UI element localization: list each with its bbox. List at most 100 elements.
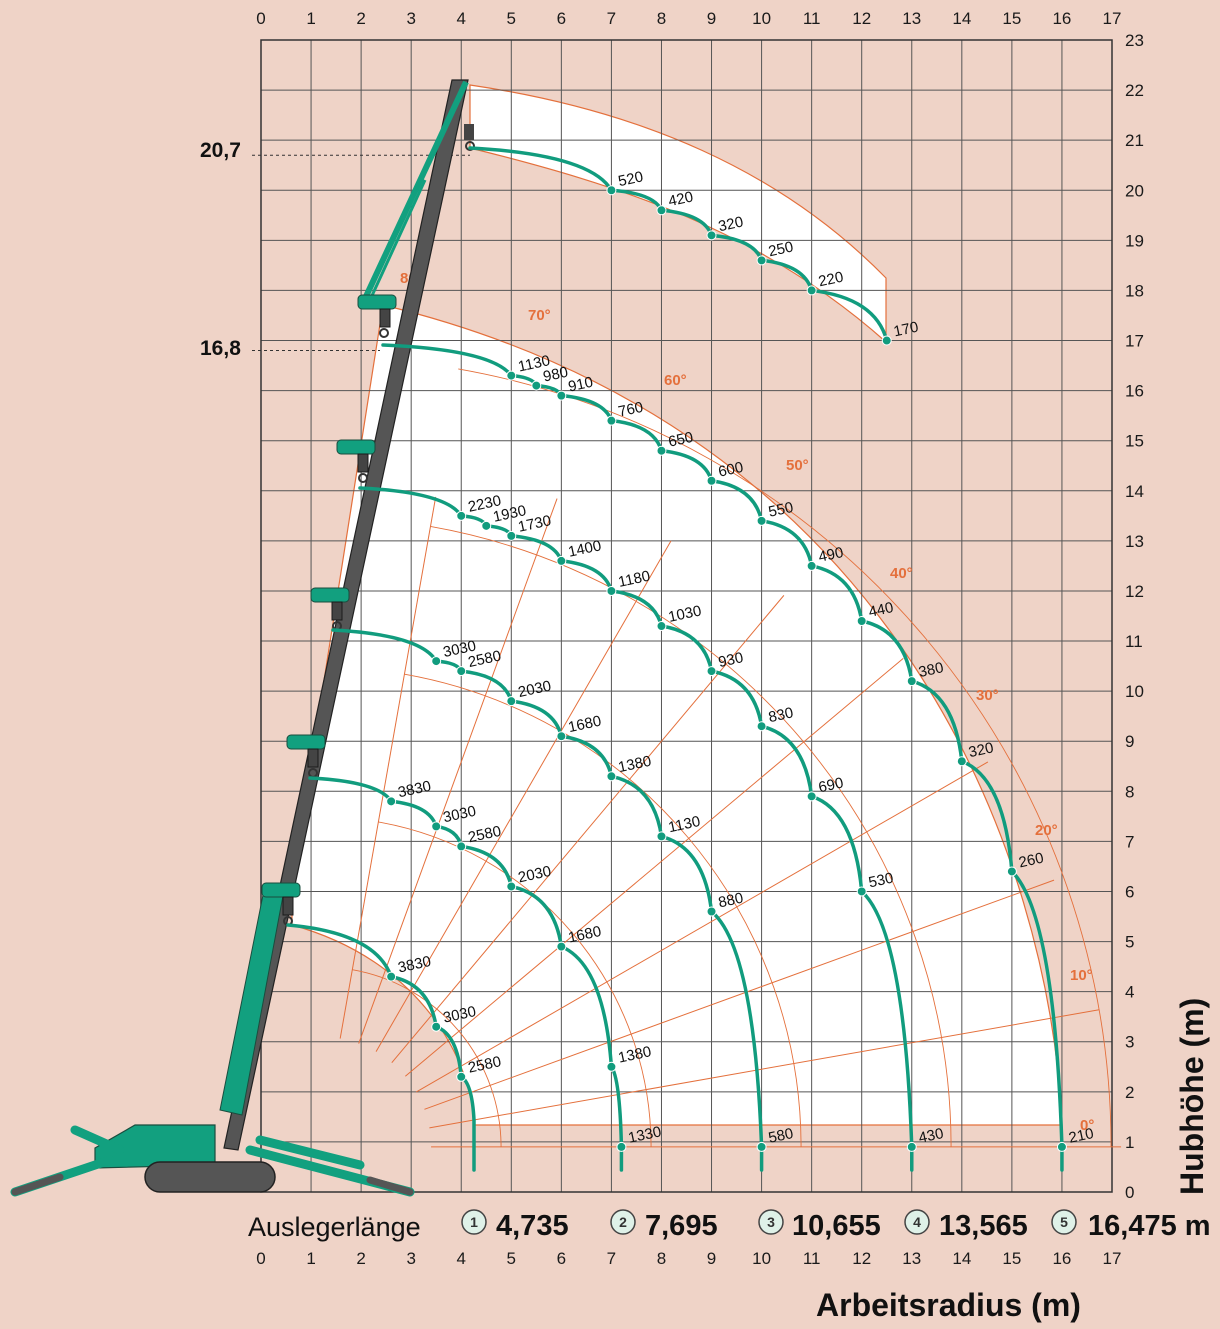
boom-length-title: Auslegerlänge [248,1212,421,1242]
load-point [506,530,517,541]
jib-hook-icon [465,141,475,151]
load-label: 760 [617,399,645,421]
load-label: 3030 [442,803,478,827]
x-tick-label-top: 14 [952,9,971,28]
angle-label: 0° [1080,1117,1094,1134]
x-tick-label-bottom: 12 [852,1249,871,1268]
y-tick-label: 5 [1125,933,1134,952]
x-tick-label-top: 6 [557,9,566,28]
load-label: 170 [892,319,920,341]
load-point [456,1071,467,1082]
y-tick-label: 4 [1125,983,1134,1002]
y-tick-label: 0 [1125,1183,1134,1202]
load-point [431,656,442,667]
radius-arc [404,673,802,1147]
load-label: 1680 [567,923,603,947]
crawler-track [144,1161,276,1193]
x-tick-label-bottom: 16 [1052,1249,1071,1268]
load-point [616,1141,627,1152]
load-label: 1680 [567,713,603,737]
boom-number-badge [461,1209,487,1235]
x-tick-label-top: 0 [256,9,265,28]
x-axis-title: Arbeitsradius (m) [816,1287,1081,1323]
load-label: 250 [767,238,795,260]
boom-number: 5 [1060,1214,1068,1230]
load-point [606,585,617,596]
load-point [456,841,467,852]
boom-head [310,587,350,603]
boom-number-badge [610,1209,636,1235]
boom-length-2: 2 7,695 [610,1209,718,1242]
boom-head [357,294,397,310]
y-tick-label: 18 [1125,281,1144,300]
load-label: 690 [817,774,845,796]
height-mark-1: 20,7 [200,139,241,162]
x-tick-label-bottom: 3 [406,1249,415,1268]
load-label: 1030 [667,602,703,626]
hook-icon [358,473,368,483]
y-tick-label: 16 [1125,382,1144,401]
boom-length-4: 4 13,565 [904,1209,1028,1242]
x-tick-label-bottom: 10 [752,1249,771,1268]
y-tick-label: 19 [1125,231,1144,250]
x-tick-label-bottom: 1 [306,1249,315,1268]
load-label: 520 [617,168,645,190]
load-point [706,906,717,917]
hook-block [379,308,391,328]
load-label: 910 [567,374,595,396]
x-tick-label-bottom: 14 [952,1249,971,1268]
angle-label: 20° [1035,822,1058,839]
y-tick-label: 23 [1125,31,1144,50]
load-label: 1130 [517,352,552,375]
load-point [856,616,867,627]
angle-lines: 80°70°60°50°40°30°20°10°0° [339,270,1122,1148]
load-point [506,370,517,381]
load-label: 1380 [617,1043,653,1067]
hook-icon [379,328,389,338]
load-label: 930 [717,649,745,671]
angle-ray [424,879,1055,1110]
x-tick-label-bottom: 5 [507,1249,516,1268]
x-tick-label-bottom: 17 [1103,1249,1122,1268]
boom-head [261,882,301,898]
load-label: 420 [667,188,695,210]
load-point [706,666,717,677]
load-label: 650 [667,429,695,451]
x-tick-label-bottom: 6 [557,1249,566,1268]
load-point [806,560,817,571]
load-label: 1400 [567,537,603,561]
load-point [806,791,817,802]
load-point [386,796,397,807]
load-label: 1730 [517,512,553,536]
load-label: 320 [967,739,995,761]
load-label: 260 [1017,850,1045,872]
outrigger-feet [11,1173,414,1196]
angle-label: 30° [976,687,999,704]
radius-arc [352,969,502,1147]
load-point [431,1021,442,1032]
angle-ray [416,761,989,1093]
angle-label: 70° [528,307,551,324]
load-label: 3830 [396,953,432,977]
load-point [1006,866,1017,877]
load-label: 1180 [617,568,652,591]
load-label: 2580 [467,1053,503,1077]
x-tick-label-bottom: 13 [902,1249,921,1268]
jib-brace [368,179,427,301]
load-curve [308,776,624,1172]
x-tick-label-bottom: 9 [707,1249,716,1268]
x-tick-label-top: 1 [306,9,315,28]
load-point [606,771,617,782]
load-point [456,510,467,521]
load-point [856,886,867,897]
boom-length-1: 1 4,735 [461,1209,569,1242]
load-point [556,390,567,401]
load-curve [381,343,1064,1172]
boom-head [286,734,326,750]
load-label: 980 [542,364,570,386]
load-label: 880 [717,890,745,912]
hook-block [331,601,343,621]
load-point [881,335,892,346]
load-point [656,831,667,842]
load-label: 1330 [627,1123,663,1147]
